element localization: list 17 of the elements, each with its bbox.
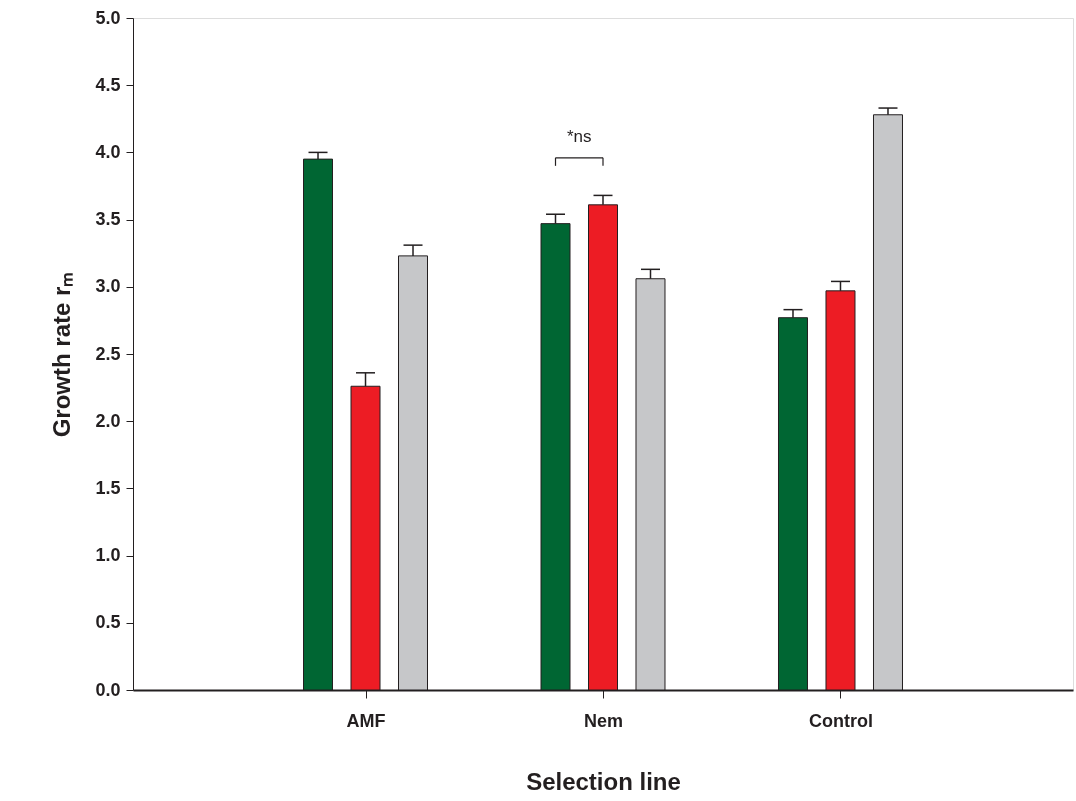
- x-axis-title: Selection line: [526, 767, 681, 795]
- y-tick-label: 4.5: [95, 74, 121, 95]
- x-tick-label: AMF: [346, 710, 386, 731]
- x-tick-label: Nem: [583, 710, 624, 731]
- y-tick-label: 1.0: [95, 545, 121, 566]
- y-tick-label: 1.5: [95, 477, 121, 498]
- y-tick-label: 2.0: [95, 410, 121, 431]
- y-tick-label: 3.5: [95, 209, 121, 230]
- x-tick-label: Control: [809, 710, 873, 731]
- y-tick-label: 3.0: [95, 276, 121, 297]
- annotation: *ns: [566, 126, 592, 146]
- y-axis-title: Growth rate rₘ: [48, 271, 76, 438]
- y-tick-label: 2.5: [95, 343, 121, 364]
- y-tick-label: 0.0: [95, 679, 121, 700]
- y-tick-label: 0.5: [95, 612, 121, 633]
- y-tick-label: 4.0: [95, 141, 121, 162]
- y-tick-label: 5.0: [95, 7, 121, 28]
